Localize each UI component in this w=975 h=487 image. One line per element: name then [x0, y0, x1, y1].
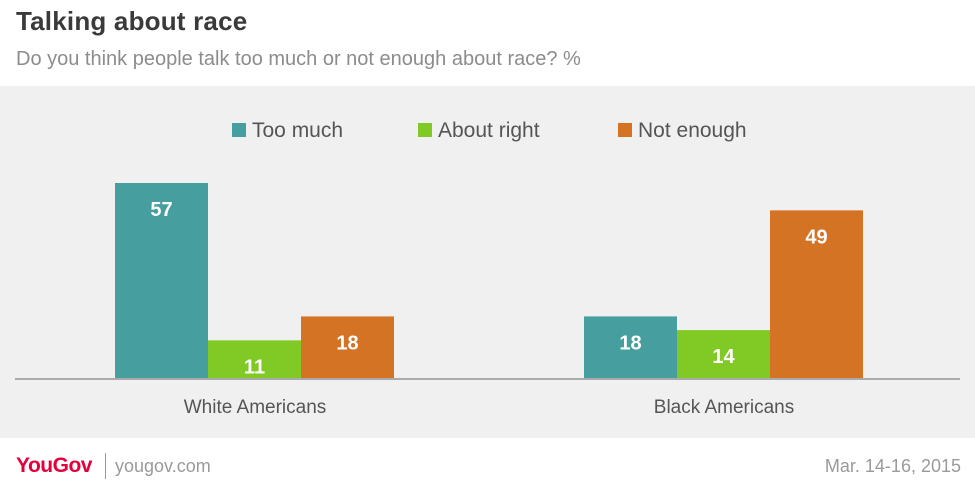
bar-not-enough — [770, 210, 863, 378]
yougov-logo: YouGov — [16, 454, 92, 477]
bar-not-enough — [301, 316, 394, 378]
header: Talking about race Do you think people t… — [0, 0, 975, 86]
data-label-too-much: 57 — [150, 199, 172, 221]
legend-label-about-right: About right — [438, 119, 540, 142]
chart-title: Talking about race — [16, 6, 248, 36]
category-label: White Americans — [184, 397, 327, 418]
bar-chart: Too much About right Not enough 57 11 18 White… — [15, 119, 960, 418]
footer: YouGov yougov.com Mar. 14-16, 2015 — [0, 438, 975, 487]
footer-divider — [105, 453, 106, 479]
data-label-not-enough: 49 — [805, 226, 827, 248]
data-label-about-right: 14 — [712, 346, 735, 368]
data-label-about-right: 11 — [244, 356, 265, 378]
site-link[interactable]: yougov.com — [115, 456, 211, 476]
bar-too-much — [115, 183, 208, 378]
data-label-not-enough: 18 — [336, 332, 358, 354]
bar-too-much — [584, 316, 677, 378]
data-label-too-much: 18 — [619, 332, 641, 354]
legend-swatch-not-enough — [618, 123, 632, 137]
survey-date: Mar. 14-16, 2015 — [824, 456, 961, 476]
legend-label-not-enough: Not enough — [638, 119, 747, 142]
chart-subtitle: Do you think people talk too much or not… — [16, 48, 581, 70]
bar-about-right — [208, 340, 301, 378]
legend-swatch-too-much — [232, 123, 246, 137]
legend-swatch-about-right — [418, 123, 432, 137]
bar-about-right — [677, 330, 770, 378]
legend-label-too-much: Too much — [252, 119, 343, 142]
category-label: Black Americans — [654, 397, 794, 418]
